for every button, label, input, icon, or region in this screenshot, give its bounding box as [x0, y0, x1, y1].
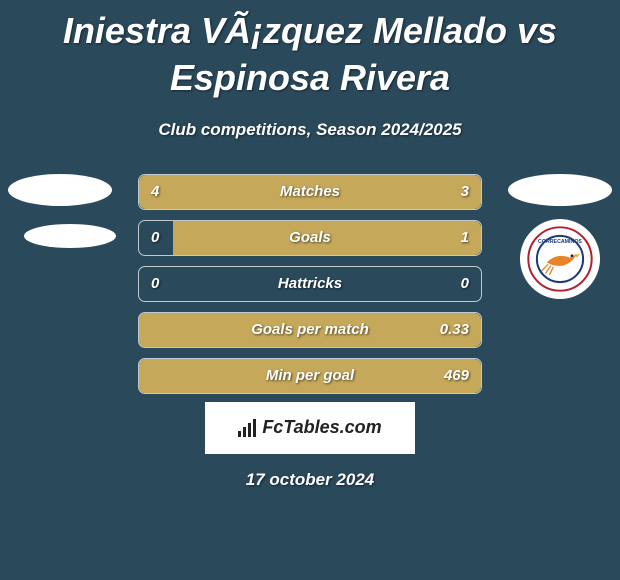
stats-column: 4 Matches 3 0 Goals 1 0 Hattricks 0 Goal…	[138, 174, 482, 394]
stat-label: Matches	[280, 183, 340, 200]
stats-area: CORRECAMINOS 4 Matches 3 0 Goals 1 0 Hat…	[0, 174, 620, 490]
brand-text: FcTables.com	[262, 417, 381, 438]
stat-row-matches: 4 Matches 3	[138, 174, 482, 210]
stat-left-value: 0	[151, 229, 159, 246]
stat-label: Goals	[289, 229, 331, 246]
subtitle: Club competitions, Season 2024/2025	[0, 120, 620, 140]
stat-row-min-per-goal: Min per goal 469	[138, 358, 482, 394]
svg-text:CORRECAMINOS: CORRECAMINOS	[538, 239, 582, 245]
stat-row-hattricks: 0 Hattricks 0	[138, 266, 482, 302]
stat-right-value: 469	[444, 367, 469, 384]
stat-right-value: 0.33	[440, 321, 469, 338]
stat-label: Min per goal	[266, 367, 354, 384]
stat-label: Hattricks	[278, 275, 342, 292]
bar-chart-icon	[238, 419, 256, 437]
stat-left-value: 4	[151, 183, 159, 200]
stat-row-goals: 0 Goals 1	[138, 220, 482, 256]
brand-box: FcTables.com	[205, 402, 415, 454]
stat-row-goals-per-match: Goals per match 0.33	[138, 312, 482, 348]
date-line: 17 october 2024	[0, 470, 620, 490]
stat-label: Goals per match	[251, 321, 369, 338]
stat-right-value: 3	[461, 183, 469, 200]
page-title: Iniestra VÃ¡zquez Mellado vs Espinosa Ri…	[0, 0, 620, 102]
stat-right-value: 0	[461, 275, 469, 292]
stat-left-value: 0	[151, 275, 159, 292]
player1-club-placeholder	[24, 224, 116, 248]
stat-right-value: 1	[461, 229, 469, 246]
stat-fill-right	[334, 175, 481, 209]
player2-club-logo: CORRECAMINOS	[520, 219, 600, 299]
player2-avatar-placeholder	[508, 174, 612, 206]
player1-avatar-placeholder	[8, 174, 112, 206]
